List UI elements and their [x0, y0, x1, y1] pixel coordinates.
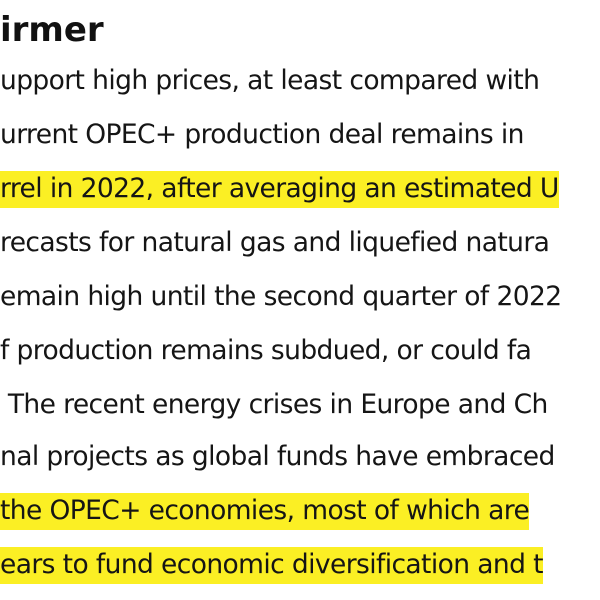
body-line-1: upport high prices, at least compared wi… — [0, 60, 540, 102]
body-line-4: recasts for natural gas and liquefied na… — [0, 222, 550, 264]
body-line-9-text: the OPEC+ economies, most of which are — [0, 493, 530, 530]
body-line-10: ears to fund economic diversification an… — [0, 544, 544, 586]
body-line-6-text: f production remains subdued, or could f… — [0, 335, 532, 366]
body-line-10-text: ears to fund economic diversification an… — [0, 547, 544, 584]
body-line-8-text: nal projects as global funds have embrac… — [0, 441, 555, 472]
body-line-6: f production remains subdued, or could f… — [0, 330, 532, 372]
section-heading: irmer — [0, 10, 104, 50]
body-line-3-text: rrel in 2022, after averaging an estimat… — [0, 171, 559, 208]
body-line-7: The recent energy crises in Europe and C… — [0, 384, 549, 426]
body-line-2-text: urrent OPEC+ production deal remains in — [0, 119, 524, 150]
body-line-1-text: upport high prices, at least compared wi… — [0, 65, 540, 96]
body-line-5: emain high until the second quarter of 2… — [0, 276, 562, 318]
body-line-7-text: The recent energy crises in Europe and C… — [0, 389, 549, 420]
body-line-4-text: recasts for natural gas and liquefied na… — [0, 227, 550, 258]
body-line-8: nal projects as global funds have embrac… — [0, 436, 555, 478]
body-line-2: urrent OPEC+ production deal remains in — [0, 114, 524, 156]
body-line-5-text: emain high until the second quarter of 2… — [0, 281, 562, 312]
body-line-3: rrel in 2022, after averaging an estimat… — [0, 168, 559, 210]
body-line-9: the OPEC+ economies, most of which are — [0, 490, 530, 532]
